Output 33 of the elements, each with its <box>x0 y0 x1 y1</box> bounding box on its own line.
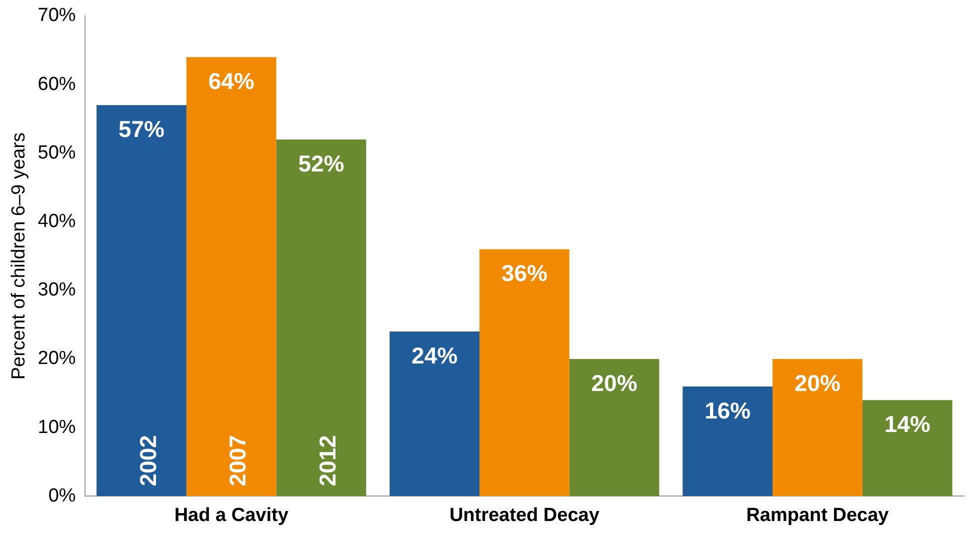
data-label: 57% <box>118 116 165 142</box>
y-tick-label: 40% <box>38 211 76 232</box>
data-label: 24% <box>412 342 458 368</box>
bar <box>772 359 862 496</box>
y-tick-label: 30% <box>38 280 76 301</box>
data-label: 36% <box>501 260 548 286</box>
data-label: 64% <box>208 68 254 94</box>
bar <box>276 139 366 496</box>
y-tick-label: 10% <box>38 416 76 438</box>
y-tick-label: 0% <box>48 485 76 506</box>
x-tick-label: Untreated Decay <box>449 504 600 526</box>
bar <box>682 386 773 496</box>
data-label: 16% <box>704 397 751 424</box>
series-label: 2012 <box>314 435 341 486</box>
bar <box>186 57 276 496</box>
y-tick-label: 70% <box>38 5 76 26</box>
data-label: 14% <box>884 411 930 438</box>
series-label: 2002 <box>134 435 161 486</box>
y-tick-label: 60% <box>38 74 76 95</box>
x-tick-label: Rampant Decay <box>746 504 890 526</box>
bar <box>569 359 660 496</box>
data-label: 52% <box>298 150 344 176</box>
x-tick-label: Had a Cavity <box>174 504 289 526</box>
bar <box>96 105 186 496</box>
series-label: 2007 <box>224 435 251 486</box>
bar <box>862 400 952 496</box>
data-label: 20% <box>591 370 638 396</box>
y-tick-label: 50% <box>38 142 76 164</box>
y-tick-label: 20% <box>38 348 76 370</box>
y-axis-title: Percent of children 6–9 years <box>8 132 30 380</box>
bar <box>479 249 570 496</box>
bar <box>390 332 480 496</box>
data-label: 20% <box>794 370 840 396</box>
